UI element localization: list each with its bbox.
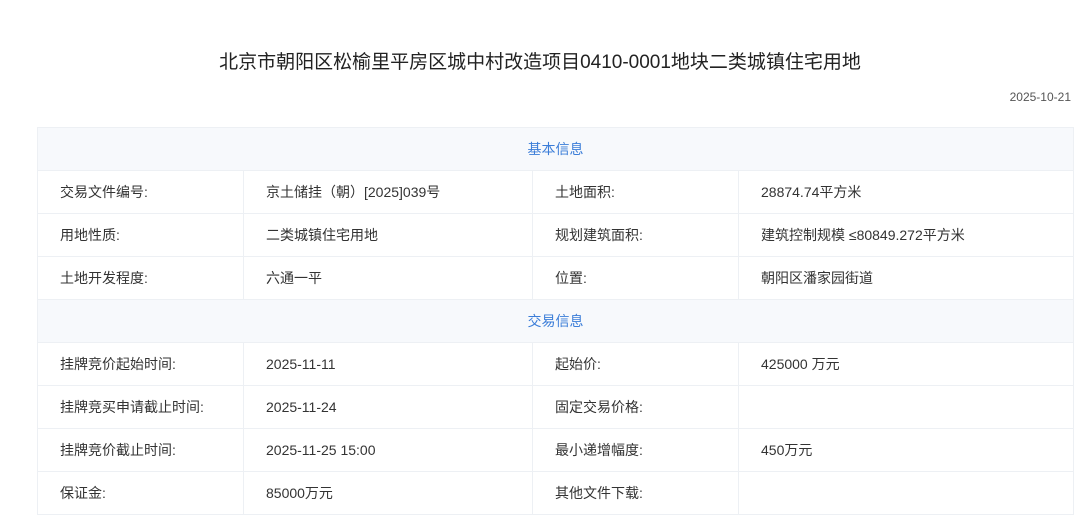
land-info-table: 基本信息 交易文件编号: 京土储挂（朝）[2025]039号 土地面积: 28874.7… xyxy=(37,127,1074,515)
field-label: 土地面积: xyxy=(532,170,739,214)
field-value: 建筑控制规模 ≤80849.272平方米 xyxy=(738,213,1074,257)
section-heading: 基本信息 xyxy=(37,127,1074,171)
field-label: 交易文件编号: xyxy=(37,170,244,214)
section-heading: 交易信息 xyxy=(37,299,1074,343)
field-label: 规划建筑面积: xyxy=(532,213,739,257)
field-value: 京土储挂（朝）[2025]039号 xyxy=(243,170,533,214)
table-row: 用地性质: 二类城镇住宅用地 规划建筑面积: 建筑控制规模 ≤80849.272平方米 xyxy=(37,213,1074,257)
field-value: 朝阳区潘家园街道 xyxy=(738,256,1074,300)
field-value xyxy=(738,471,1074,515)
table-row: 挂牌竞价起始时间: 2025-11-11 起始价: 425000 万元 xyxy=(37,342,1074,386)
field-label: 起始价: xyxy=(532,342,739,386)
field-value: 2025-11-11 xyxy=(243,342,533,386)
field-value: 2025-11-24 xyxy=(243,385,533,429)
field-label: 挂牌竞价截止时间: xyxy=(37,428,244,472)
table-row: 土地开发程度: 六通一平 位置: 朝阳区潘家园街道 xyxy=(37,256,1074,300)
field-value: 六通一平 xyxy=(243,256,533,300)
page-title: 北京市朝阳区松榆里平房区城中村改造项目0410-0001地块二类城镇住宅用地 xyxy=(219,52,861,73)
field-label: 土地开发程度: xyxy=(37,256,244,300)
section-header-row: 基本信息 xyxy=(37,127,1074,171)
field-value xyxy=(738,385,1074,429)
field-label: 位置: xyxy=(532,256,739,300)
table-row: 保证金: 85000万元 其他文件下载: xyxy=(37,471,1074,515)
publish-date: 2025-10-21 xyxy=(1009,90,1071,104)
field-value: 85000万元 xyxy=(243,471,533,515)
field-label: 其他文件下载: xyxy=(532,471,739,515)
field-label: 用地性质: xyxy=(37,213,244,257)
field-value: 450万元 xyxy=(738,428,1074,472)
field-label: 挂牌竞价起始时间: xyxy=(37,342,244,386)
field-value: 2025-11-25 15:00 xyxy=(243,428,533,472)
field-label: 最小递增幅度: xyxy=(532,428,739,472)
field-value: 425000 万元 xyxy=(738,342,1074,386)
section-header-row: 交易信息 xyxy=(37,299,1074,343)
table-row: 挂牌竞价截止时间: 2025-11-25 15:00 最小递增幅度: 450万元 xyxy=(37,428,1074,472)
field-value: 28874.74平方米 xyxy=(738,170,1074,214)
table-row: 挂牌竞买申请截止时间: 2025-11-24 固定交易价格: xyxy=(37,385,1074,429)
field-value: 二类城镇住宅用地 xyxy=(243,213,533,257)
field-label: 挂牌竞买申请截止时间: xyxy=(37,385,244,429)
table-row: 交易文件编号: 京土储挂（朝）[2025]039号 土地面积: 28874.74平方米 xyxy=(37,170,1074,214)
field-label: 保证金: xyxy=(37,471,244,515)
field-label: 固定交易价格: xyxy=(532,385,739,429)
